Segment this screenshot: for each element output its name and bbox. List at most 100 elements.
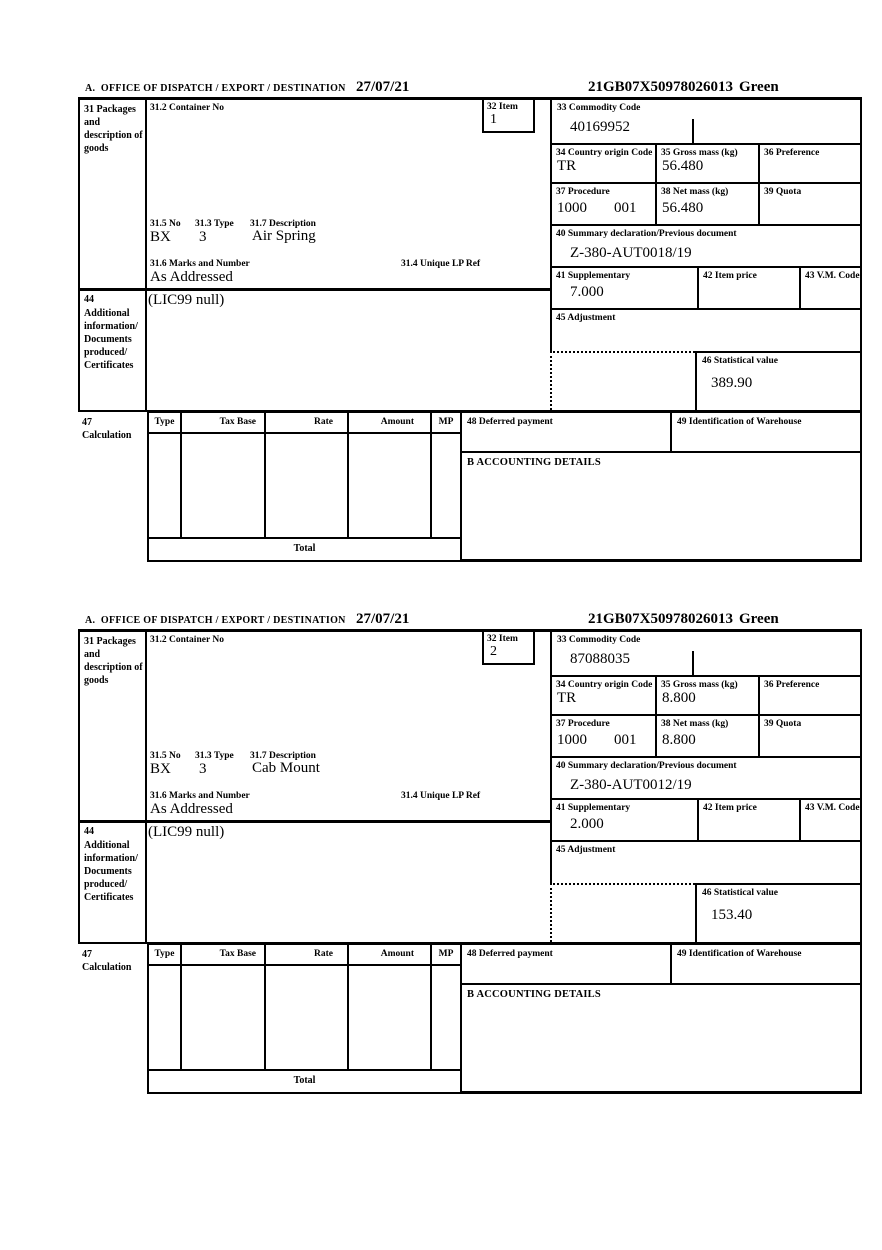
box43-label: 43 V.M. Code: [805, 803, 860, 813]
box49-warehouse-box: 49 Identification of Warehouse: [670, 410, 862, 453]
box46-statistical-value-box: 46 Statistical value 389.90: [695, 351, 860, 410]
box48-deferred-payment-box: 48 Deferred payment: [460, 410, 672, 453]
goods-item-box: 31 Packages and description of goods 31.…: [78, 629, 862, 944]
box44-number-label: 44: [84, 294, 94, 305]
box37-label: 37 Procedure: [556, 719, 610, 729]
calc-header-tax-base: Tax Base: [182, 945, 266, 964]
declaration-date: 27/07/21: [356, 79, 410, 95]
box31-2-container-label: 31.2 Container No: [150, 103, 224, 113]
box41-supplementary-cell: 41 Supplementary 2.000: [552, 800, 697, 840]
box46-label: 46 Statistical value: [702, 356, 778, 366]
box34-label: 34 Country origin Code: [556, 148, 653, 158]
calc-header-row: Type Tax Base Rate Amount MP: [149, 413, 460, 434]
box47-calculation-label: 47 Calculation: [82, 949, 132, 973]
declaration-item-copy: A. OFFICE OF DISPATCH / EXPORT / DESTINA…: [0, 611, 882, 1096]
office-of-dispatch-label: A. OFFICE OF DISPATCH / EXPORT / DESTINA…: [85, 615, 346, 626]
box48-label: 48 Deferred payment: [467, 417, 553, 427]
box31-3-type-label: 31.3 Type: [195, 219, 234, 229]
box33-label: 33 Commodity Code: [557, 103, 641, 113]
box46-label: 46 Statistical value: [702, 888, 778, 898]
right-detail-section: 33 Commodity Code 40169952 34 Country or…: [550, 100, 860, 410]
box45-label: 45 Adjustment: [556, 845, 616, 855]
calc-cell-rate: [266, 966, 349, 1069]
box48-deferred-payment-box: 48 Deferred payment: [460, 942, 672, 985]
marks-and-number-value: As Addressed: [150, 801, 233, 817]
box44-number-label: 44: [84, 826, 94, 837]
calc-header-tax-base: Tax Base: [182, 413, 266, 432]
box35-label: 35 Gross mass (kg): [661, 680, 738, 690]
box36-label: 36 Preference: [764, 148, 820, 158]
calc-body-row: [149, 966, 460, 1071]
calc-total-label: Total: [293, 1075, 316, 1086]
box31-packages-label: 31 Packages and description of goods: [84, 636, 143, 686]
box32-item-box: 32 Item 1: [482, 100, 535, 133]
box32-item-box: 32 Item 2: [482, 632, 535, 665]
calc-header-mp: MP: [438, 417, 454, 427]
box34-label: 34 Country origin Code: [556, 680, 653, 690]
box31-2-container-label: 31.2 Container No: [150, 635, 224, 645]
box39-label: 39 Quota: [764, 187, 802, 197]
box33-commodity-code-box: 33 Commodity Code 87088035: [550, 632, 860, 677]
country-origin-value: TR: [557, 158, 577, 174]
box44-additional-info-label: Additional information/ Documents produc…: [84, 308, 138, 371]
procedure-code-part2-value: 001: [614, 732, 637, 748]
box44-top-divider: [80, 820, 550, 823]
routing-status: Green: [739, 611, 779, 627]
box42-item-price-cell: 42 Item price: [697, 268, 799, 308]
box34-country-origin-cell: 34 Country origin Code TR: [552, 677, 655, 714]
item-number-value: 2: [490, 644, 497, 659]
gross-mass-value: 56.480: [662, 158, 704, 174]
box49-label: 49 Identification of Warehouse: [677, 949, 802, 959]
accounting-details-label: B ACCOUNTING DETAILS: [467, 457, 601, 468]
goods-description-value: Air Spring: [252, 228, 316, 244]
box43-vm-code-cell: 43 V.M. Code: [799, 800, 860, 840]
calc-header-amount: Amount: [349, 413, 432, 432]
box34-country-origin-cell: 34 Country origin Code TR: [552, 145, 655, 182]
tax-calculation-table: Type Tax Base Rate Amount MP Total: [147, 942, 462, 1094]
box38-net-mass-cell: 38 Net mass (kg) 56.480: [655, 184, 758, 224]
routing-status: Green: [739, 79, 779, 95]
procedure-netmass-quota-row: 37 Procedure 1000 001 38 Net mass (kg) 8…: [550, 716, 860, 758]
box42-label: 42 Item price: [703, 803, 757, 813]
box31-5-no-label: 31.5 No: [150, 219, 181, 229]
box38-label: 38 Net mass (kg): [661, 187, 729, 197]
summary-declaration-value: Z-380-AUT0012/19: [570, 777, 692, 793]
net-mass-value: 56.480: [662, 200, 704, 216]
supplementary-units-value: 7.000: [570, 284, 604, 300]
box40-summary-declaration-box: 40 Summary declaration/Previous document…: [550, 758, 860, 800]
calc-header-row: Type Tax Base Rate Amount MP: [149, 945, 460, 966]
calc-header-type: Type: [149, 413, 182, 432]
calc-cell-rate: [266, 434, 349, 537]
box43-vm-code-cell: 43 V.M. Code: [799, 268, 860, 308]
supplementary-price-vm-row: 41 Supplementary 7.000 42 Item price 43 …: [550, 268, 860, 310]
calc-header-rate: Rate: [266, 945, 349, 964]
calc-header-mp: MP: [438, 949, 454, 959]
commodity-code-divider: [692, 651, 694, 675]
item-number-value: 1: [490, 112, 497, 127]
statistical-value: 153.40: [711, 907, 753, 923]
box39-label: 39 Quota: [764, 719, 802, 729]
movement-reference-number: 21GB07X50978026013: [588, 611, 734, 627]
box41-supplementary-cell: 41 Supplementary 7.000: [552, 268, 697, 308]
box37-label: 37 Procedure: [556, 187, 610, 197]
movement-reference-number: 21GB07X50978026013: [588, 79, 734, 95]
box40-label: 40 Summary declaration/Previous document: [556, 229, 737, 239]
country-origin-value: TR: [557, 690, 577, 706]
additional-information-value: (LIC99 null): [148, 292, 225, 308]
tax-calculation-table: Type Tax Base Rate Amount MP Total: [147, 410, 462, 562]
box38-label: 38 Net mass (kg): [661, 719, 729, 729]
box32-item-label: 32 Item: [487, 102, 518, 112]
net-mass-value: 8.800: [662, 732, 696, 748]
calc-cell-amount: [349, 966, 432, 1069]
box47-calculation-label: 47 Calculation: [82, 417, 132, 441]
box31-7-description-label: 31.7 Description: [250, 219, 316, 229]
supplementary-units-value: 2.000: [570, 816, 604, 832]
box37-procedure-cell: 37 Procedure 1000 001: [552, 716, 655, 756]
gross-mass-value: 8.800: [662, 690, 696, 706]
box45-adjustment-box: 45 Adjustment: [550, 310, 860, 351]
origin-mass-preference-row: 34 Country origin Code TR 35 Gross mass …: [550, 677, 860, 716]
accounting-details-box: B ACCOUNTING DETAILS: [460, 983, 862, 1094]
box33-commodity-code-box: 33 Commodity Code 40169952: [550, 100, 860, 145]
box42-label: 42 Item price: [703, 271, 757, 281]
box36-label: 36 Preference: [764, 680, 820, 690]
